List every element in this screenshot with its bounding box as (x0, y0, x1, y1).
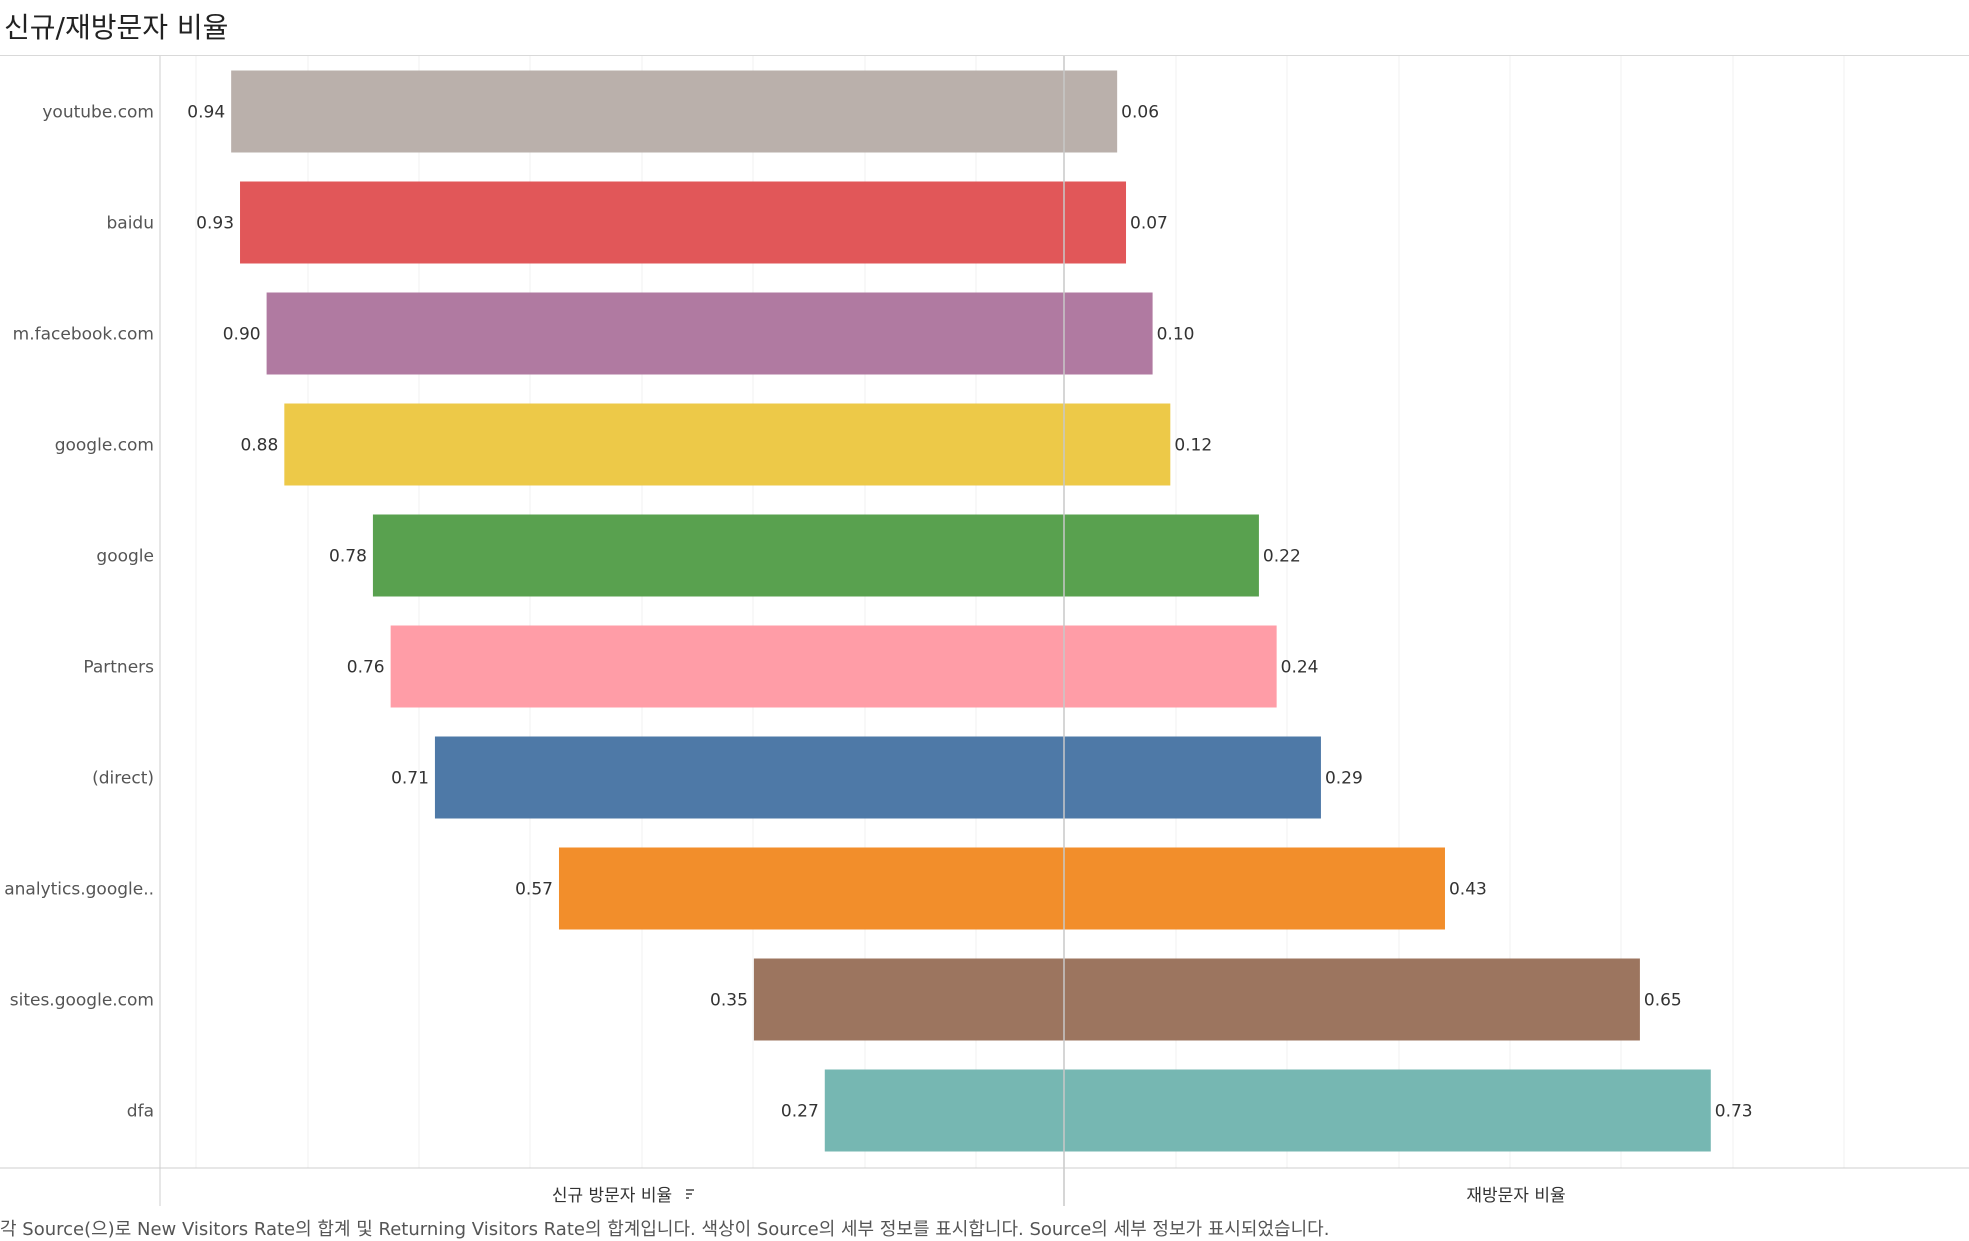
sort-descending-icon[interactable] (686, 1189, 694, 1199)
value-label-new: 0.93 (196, 214, 234, 234)
bar-returning-0[interactable] (1064, 70, 1118, 153)
bars (231, 70, 1711, 1152)
footnote: 각 Source(으)로 New Visitors Rate의 합계 및 Ret… (0, 1219, 1330, 1240)
value-label-new: 0.78 (329, 547, 367, 567)
x-axis-label-new: 신규 방문자 비율 (552, 1186, 672, 1206)
value-label-returning: 0.43 (1449, 880, 1487, 900)
value-label-new: 0.27 (781, 1102, 819, 1122)
value-label-new: 0.35 (710, 991, 748, 1011)
category-label: Partners (83, 658, 154, 678)
bar-returning-5[interactable] (1064, 625, 1277, 708)
value-label-returning: 0.73 (1715, 1102, 1753, 1122)
bar-new-5[interactable] (390, 625, 1064, 708)
bar-new-2[interactable] (266, 292, 1065, 375)
bar-returning-9[interactable] (1064, 1069, 1711, 1152)
category-label: sites.google.com (10, 991, 154, 1011)
category-label: youtube.com (42, 103, 154, 123)
bar-new-6[interactable] (434, 736, 1064, 819)
value-label-new: 0.90 (223, 325, 261, 345)
value-label-new: 0.57 (515, 880, 553, 900)
value-labels: 0.94 0.06 0.93 0.07 0.90 0.10 0.88 0.12 0.78 0.22… (187, 103, 1752, 1122)
bar-returning-1[interactable] (1064, 181, 1127, 264)
bar-returning-7[interactable] (1064, 847, 1445, 930)
value-label-new: 0.88 (240, 436, 278, 456)
bar-new-1[interactable] (240, 181, 1064, 264)
bar-returning-8[interactable] (1064, 958, 1640, 1041)
category-label: analytics.google.. (4, 880, 154, 900)
value-label-returning: 0.10 (1157, 325, 1195, 345)
bar-returning-4[interactable] (1064, 514, 1259, 597)
bar-returning-6[interactable] (1064, 736, 1321, 819)
bar-new-3[interactable] (284, 403, 1064, 486)
category-label: baidu (107, 214, 155, 234)
bar-new-4[interactable] (372, 514, 1064, 597)
bar-returning-3[interactable] (1064, 403, 1171, 486)
value-label-returning: 0.07 (1130, 214, 1168, 234)
bar-new-7[interactable] (558, 847, 1064, 930)
bar-new-8[interactable] (753, 958, 1064, 1041)
value-label-returning: 0.06 (1121, 103, 1159, 123)
bar-returning-2[interactable] (1064, 292, 1153, 375)
value-label-returning: 0.24 (1281, 658, 1319, 678)
category-label: dfa (127, 1102, 154, 1122)
category-label: (direct) (92, 769, 154, 789)
value-label-returning: 0.12 (1174, 436, 1212, 456)
bar-new-9[interactable] (824, 1069, 1064, 1152)
bar-new-0[interactable] (231, 70, 1064, 153)
value-label-returning: 0.65 (1644, 991, 1682, 1011)
category-labels: youtube.com baidu m.facebook.com google.com… (4, 103, 154, 1122)
value-label-new: 0.76 (347, 658, 385, 678)
category-label: m.facebook.com (13, 325, 154, 345)
category-label: google (96, 547, 154, 567)
value-label-returning: 0.29 (1325, 769, 1363, 789)
x-axis-label-returning: 재방문자 비율 (1466, 1186, 1565, 1206)
chart-title: 신규/재방문자 비율 (4, 11, 229, 44)
value-label-returning: 0.22 (1263, 547, 1301, 567)
category-label: google.com (55, 436, 154, 456)
value-label-new: 0.94 (187, 103, 225, 123)
diverging-bar-chart: 0.94 0.06 0.93 0.07 0.90 0.10 0.88 0.12 0.78 0.22… (0, 56, 1969, 1206)
value-label-new: 0.71 (391, 769, 429, 789)
title-divider (0, 55, 1969, 56)
